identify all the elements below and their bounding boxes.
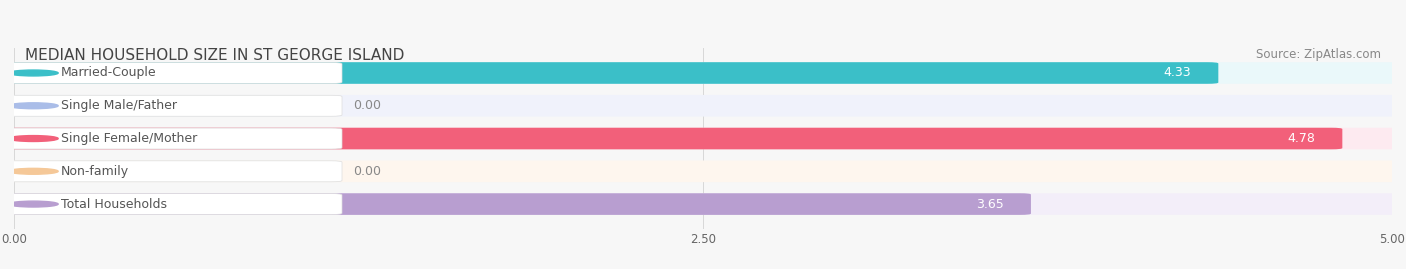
Text: 4.33: 4.33 [1163, 66, 1191, 80]
FancyBboxPatch shape [3, 95, 342, 116]
FancyBboxPatch shape [3, 193, 1031, 215]
FancyBboxPatch shape [3, 62, 1403, 84]
Text: 0.00: 0.00 [353, 165, 381, 178]
FancyBboxPatch shape [3, 161, 342, 182]
Circle shape [8, 136, 58, 141]
Text: 0.00: 0.00 [353, 99, 381, 112]
FancyBboxPatch shape [3, 128, 1403, 149]
FancyBboxPatch shape [3, 161, 1403, 182]
FancyBboxPatch shape [3, 95, 1403, 116]
Text: Source: ZipAtlas.com: Source: ZipAtlas.com [1256, 48, 1381, 61]
FancyBboxPatch shape [3, 128, 1343, 149]
Text: 3.65: 3.65 [976, 197, 1004, 211]
Text: 4.78: 4.78 [1286, 132, 1315, 145]
FancyBboxPatch shape [3, 62, 1219, 84]
Circle shape [8, 168, 58, 174]
Circle shape [8, 70, 58, 76]
Text: Total Households: Total Households [60, 197, 167, 211]
Text: MEDIAN HOUSEHOLD SIZE IN ST GEORGE ISLAND: MEDIAN HOUSEHOLD SIZE IN ST GEORGE ISLAN… [25, 48, 405, 63]
Circle shape [8, 103, 58, 109]
FancyBboxPatch shape [3, 194, 342, 215]
FancyBboxPatch shape [3, 128, 342, 149]
Text: Single Male/Father: Single Male/Father [60, 99, 177, 112]
FancyBboxPatch shape [3, 62, 342, 83]
Text: Married-Couple: Married-Couple [60, 66, 156, 80]
FancyBboxPatch shape [3, 193, 1403, 215]
Text: Single Female/Mother: Single Female/Mother [60, 132, 197, 145]
Circle shape [8, 201, 58, 207]
Text: Non-family: Non-family [60, 165, 129, 178]
